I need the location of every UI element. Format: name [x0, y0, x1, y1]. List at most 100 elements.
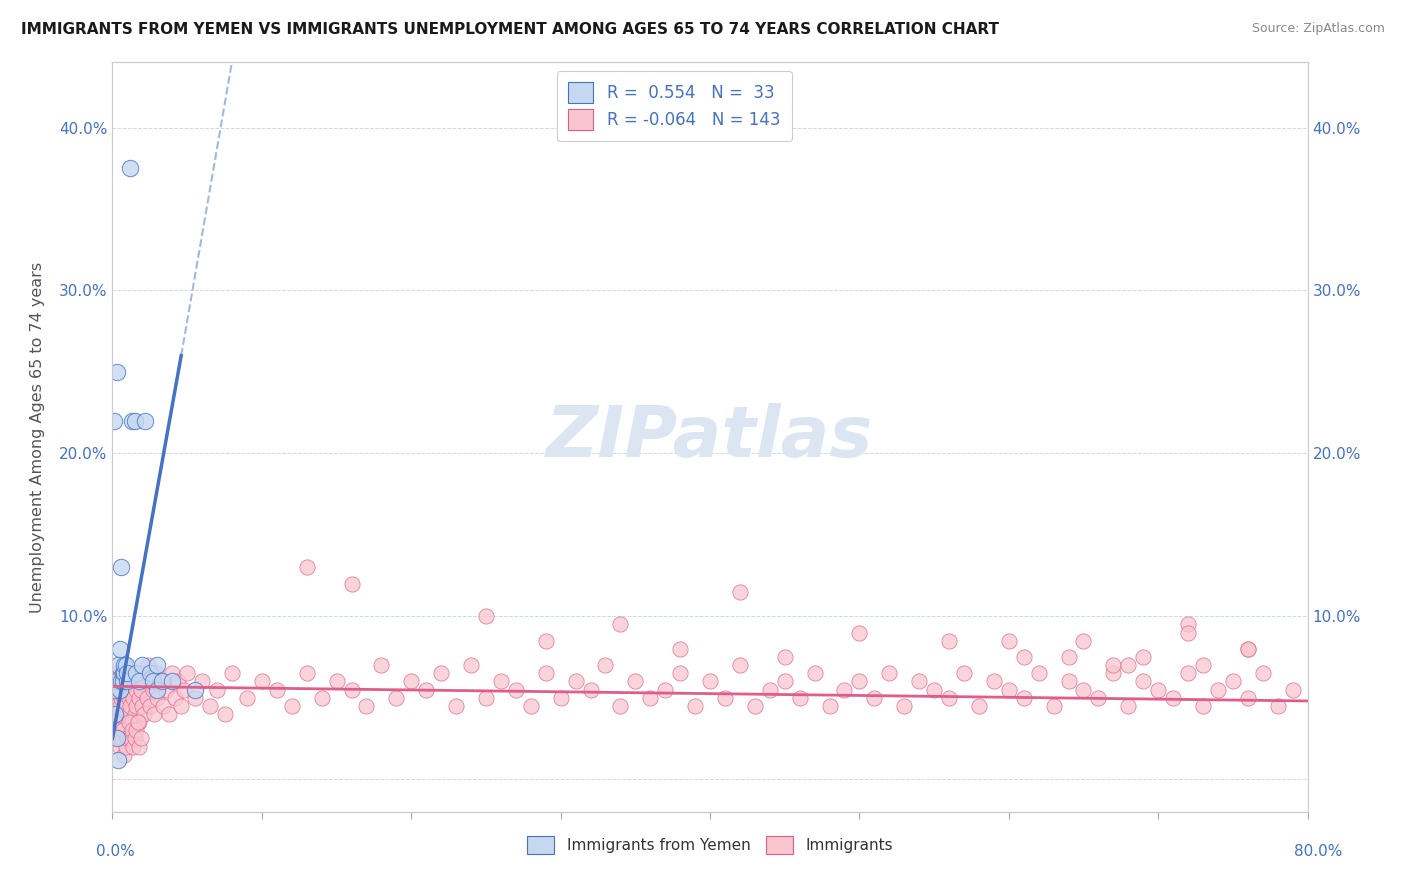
Point — [728, 658, 751, 673]
Point — [340, 682, 363, 697]
Point — [121, 682, 143, 697]
Point — [129, 682, 152, 697]
Point — [108, 698, 131, 713]
Point — [122, 739, 145, 754]
Point — [205, 682, 228, 697]
Point — [579, 682, 602, 697]
Point — [236, 690, 259, 705]
Point — [728, 584, 751, 599]
Point — [155, 682, 177, 697]
Point — [103, 706, 125, 721]
Point — [146, 682, 169, 697]
Point — [103, 682, 125, 697]
Point — [460, 658, 482, 673]
Point — [1132, 650, 1154, 665]
Point — [534, 666, 557, 681]
Point — [834, 682, 856, 697]
Point — [128, 674, 150, 689]
Point — [107, 753, 129, 767]
Point — [1118, 698, 1140, 713]
Legend: Immigrants from Yemen, Immigrants: Immigrants from Yemen, Immigrants — [520, 830, 900, 860]
Point — [122, 690, 145, 705]
Point — [1057, 650, 1080, 665]
Point — [134, 674, 156, 689]
Point — [983, 674, 1005, 689]
Point — [311, 690, 333, 705]
Point — [401, 674, 423, 689]
Point — [162, 674, 183, 689]
Point — [998, 633, 1021, 648]
Point — [132, 706, 155, 721]
Point — [609, 617, 631, 632]
Point — [104, 715, 127, 730]
Point — [370, 658, 392, 673]
Point — [145, 666, 167, 681]
Point — [1012, 690, 1035, 705]
Point — [121, 715, 143, 730]
Point — [1118, 658, 1140, 673]
Point — [134, 414, 156, 428]
Point — [385, 690, 408, 705]
Point — [127, 666, 149, 681]
Point — [108, 641, 131, 656]
Point — [1073, 682, 1095, 697]
Point — [595, 658, 617, 673]
Point — [505, 682, 527, 697]
Point — [118, 690, 141, 705]
Point — [105, 723, 128, 738]
Point — [922, 682, 945, 697]
Point — [759, 682, 782, 697]
Text: Source: ZipAtlas.com: Source: ZipAtlas.com — [1251, 22, 1385, 36]
Point — [295, 560, 318, 574]
Point — [120, 698, 142, 713]
Point — [1161, 690, 1184, 705]
Point — [1028, 666, 1050, 681]
Point — [1177, 666, 1199, 681]
Point — [107, 658, 129, 673]
Point — [1237, 641, 1260, 656]
Point — [128, 739, 150, 754]
Point — [146, 690, 169, 705]
Point — [110, 666, 132, 681]
Point — [104, 706, 127, 721]
Y-axis label: Unemployment Among Ages 65 to 74 years: Unemployment Among Ages 65 to 74 years — [31, 261, 45, 613]
Point — [142, 674, 165, 689]
Point — [115, 698, 138, 713]
Point — [117, 674, 139, 689]
Point — [124, 414, 146, 428]
Point — [1192, 658, 1215, 673]
Point — [953, 666, 976, 681]
Point — [105, 365, 128, 379]
Point — [803, 666, 825, 681]
Point — [998, 682, 1021, 697]
Point — [1087, 690, 1109, 705]
Point — [111, 723, 134, 738]
Point — [444, 698, 467, 713]
Point — [139, 698, 162, 713]
Point — [609, 698, 631, 713]
Point — [475, 609, 498, 624]
Point — [1251, 666, 1274, 681]
Point — [131, 698, 153, 713]
Point — [143, 706, 166, 721]
Point — [893, 698, 915, 713]
Point — [550, 690, 572, 705]
Point — [430, 666, 453, 681]
Point — [131, 658, 153, 673]
Point — [124, 674, 146, 689]
Text: IMMIGRANTS FROM YEMEN VS IMMIGRANTS UNEMPLOYMENT AMONG AGES 65 TO 74 YEARS CORRE: IMMIGRANTS FROM YEMEN VS IMMIGRANTS UNEM… — [21, 22, 1000, 37]
Point — [863, 690, 886, 705]
Point — [624, 674, 647, 689]
Point — [111, 666, 134, 681]
Point — [183, 682, 205, 697]
Point — [111, 706, 134, 721]
Point — [475, 690, 498, 705]
Point — [1222, 674, 1244, 689]
Point — [117, 731, 139, 746]
Point — [111, 674, 134, 689]
Point — [139, 666, 162, 681]
Point — [110, 674, 132, 689]
Point — [520, 698, 543, 713]
Point — [104, 682, 127, 697]
Point — [111, 731, 134, 746]
